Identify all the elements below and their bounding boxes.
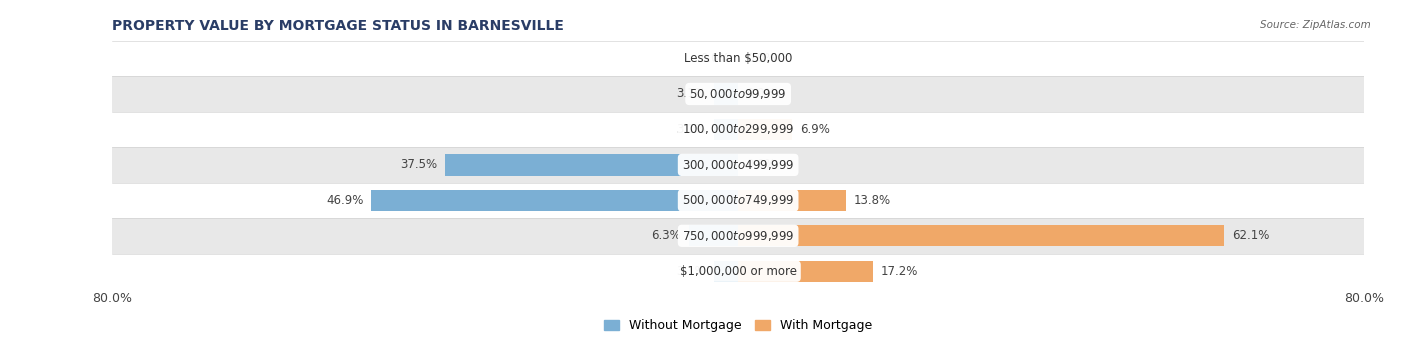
Text: $100,000 to $299,999: $100,000 to $299,999	[682, 122, 794, 136]
Text: $50,000 to $99,999: $50,000 to $99,999	[689, 87, 787, 101]
Text: 0.0%: 0.0%	[747, 52, 776, 65]
Bar	[112, 112, 1364, 147]
Legend: Without Mortgage, With Mortgage: Without Mortgage, With Mortgage	[599, 314, 877, 337]
Bar	[444, 154, 738, 175]
Bar	[738, 225, 1223, 246]
Text: Source: ZipAtlas.com: Source: ZipAtlas.com	[1260, 20, 1371, 30]
Bar	[112, 41, 1364, 76]
Text: 3.1%: 3.1%	[676, 123, 706, 136]
Bar	[112, 254, 1364, 289]
Text: 6.9%: 6.9%	[800, 123, 830, 136]
Text: 0.0%: 0.0%	[747, 87, 776, 101]
Bar	[689, 225, 738, 246]
Bar	[112, 147, 1364, 183]
Text: $750,000 to $999,999: $750,000 to $999,999	[682, 229, 794, 243]
Bar	[738, 190, 846, 211]
Text: Less than $50,000: Less than $50,000	[683, 52, 793, 65]
Bar	[714, 119, 738, 140]
Text: 37.5%: 37.5%	[399, 158, 437, 171]
Bar	[738, 261, 873, 282]
Bar	[714, 261, 738, 282]
Text: $500,000 to $749,999: $500,000 to $749,999	[682, 193, 794, 207]
Bar	[738, 119, 792, 140]
Bar	[112, 183, 1364, 218]
Text: $300,000 to $499,999: $300,000 to $499,999	[682, 158, 794, 172]
Bar	[714, 83, 738, 105]
Bar	[371, 190, 738, 211]
Text: PROPERTY VALUE BY MORTGAGE STATUS IN BARNESVILLE: PROPERTY VALUE BY MORTGAGE STATUS IN BAR…	[112, 19, 564, 33]
Text: 17.2%: 17.2%	[880, 265, 918, 278]
Text: 46.9%: 46.9%	[326, 194, 364, 207]
Bar	[112, 76, 1364, 112]
Text: 62.1%: 62.1%	[1232, 229, 1270, 242]
Text: 0.0%: 0.0%	[700, 52, 730, 65]
Bar	[112, 218, 1364, 254]
Text: 0.0%: 0.0%	[747, 158, 776, 171]
Text: 6.3%: 6.3%	[651, 229, 681, 242]
Text: 3.1%: 3.1%	[676, 265, 706, 278]
Text: 13.8%: 13.8%	[853, 194, 891, 207]
Text: 3.1%: 3.1%	[676, 87, 706, 101]
Text: $1,000,000 or more: $1,000,000 or more	[679, 265, 797, 278]
